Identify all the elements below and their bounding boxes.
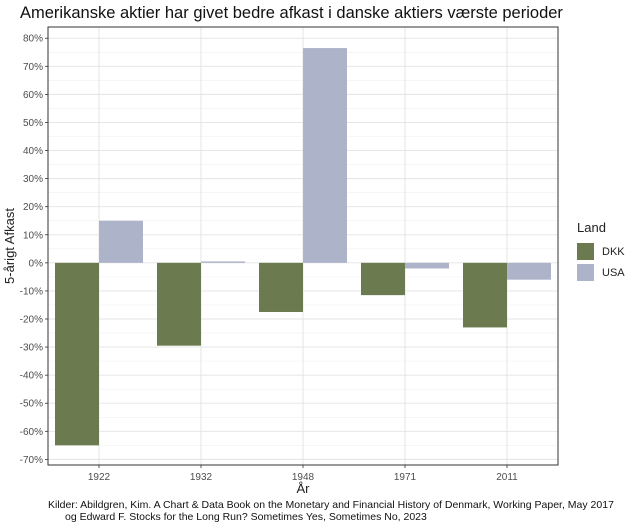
y-tick-label: 50% — [23, 118, 43, 129]
bar-usa-1932 — [201, 261, 245, 263]
y-tick-label: -60% — [20, 427, 43, 438]
bar-dkk-1948 — [259, 262, 303, 312]
legend-label: DKK — [602, 245, 625, 258]
bar-usa-2011 — [507, 262, 551, 280]
x-tick-label: 1971 — [394, 472, 417, 483]
y-tick-label: 60% — [23, 90, 43, 101]
y-tick-label: -40% — [20, 371, 43, 382]
y-tick-label: 30% — [23, 174, 43, 185]
chart-title: Amerikanske aktier har givet bedre afkas… — [20, 4, 563, 22]
y-tick-label: 80% — [23, 34, 43, 45]
y-tick-label: -70% — [20, 455, 43, 466]
y-tick-label: 20% — [23, 202, 43, 213]
caption-line-1: Kilder: Abildgren, Kim. A Chart & Data B… — [48, 499, 614, 511]
bar-usa-1948 — [303, 48, 347, 263]
x-tick-label: 1932 — [190, 472, 213, 483]
bar-usa-1922 — [99, 220, 143, 263]
y-tick-label: -10% — [20, 286, 43, 297]
legend-item-usa: USA — [577, 262, 625, 283]
legend-items: DKK USA — [577, 241, 625, 283]
legend-label: USA — [602, 266, 625, 279]
y-tick-label: 0% — [29, 258, 44, 269]
bars — [55, 48, 551, 446]
bar-dkk-1922 — [55, 262, 99, 446]
x-axis-title: År — [297, 481, 311, 496]
legend-swatch — [577, 243, 594, 260]
legend: Land DKK USA — [577, 220, 625, 283]
y-tick-label: 70% — [23, 62, 43, 73]
y-tick-label: -20% — [20, 315, 43, 326]
bar-dkk-1932 — [157, 262, 201, 346]
y-axis-title: 5-årigt Afkast — [2, 208, 17, 284]
caption-line-2: og Edward F. Stocks for the Long Run? So… — [65, 511, 427, 523]
legend-title: Land — [577, 220, 606, 235]
legend-item-dkk: DKK — [577, 241, 625, 262]
y-tick-label: -30% — [20, 343, 43, 354]
bar-dkk-1971 — [361, 262, 405, 296]
x-tick-label: 1922 — [88, 472, 111, 483]
x-axis: 1922 1932 1948 1971 2011 — [88, 465, 518, 483]
y-axis: 80% 70% 60% 50% 40% 30% 20% 10% 0% -10% -20% -30% -4… — [20, 34, 48, 466]
y-tick-label: -50% — [20, 399, 43, 410]
source-caption: Kilder: Abildgren, Kim. A Chart & Data B… — [48, 499, 614, 523]
x-tick-label: 2011 — [496, 472, 518, 483]
legend-swatch — [577, 264, 594, 281]
x-tick-label: 1948 — [292, 472, 315, 483]
y-tick-label: 10% — [23, 230, 43, 241]
bar-usa-1971 — [405, 262, 449, 269]
bar-dkk-2011 — [463, 262, 507, 328]
y-tick-label: 40% — [23, 146, 43, 157]
